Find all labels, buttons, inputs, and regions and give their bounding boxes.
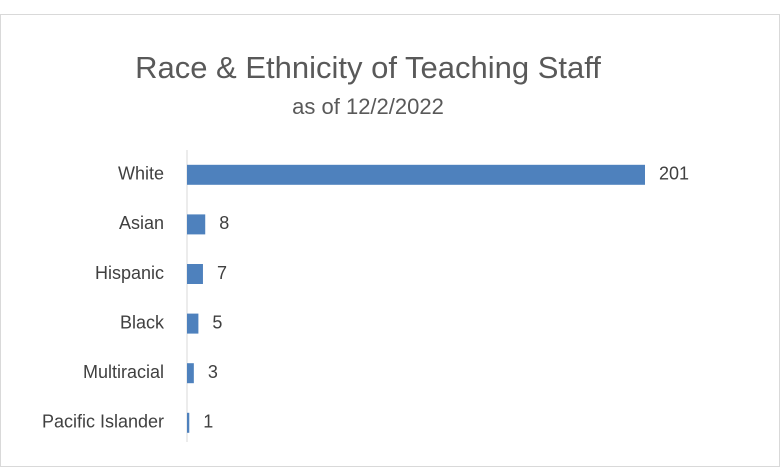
bar bbox=[187, 363, 194, 384]
data-label: 201 bbox=[659, 164, 689, 184]
bar bbox=[187, 313, 199, 334]
y-tick-label: Multiracial bbox=[83, 362, 164, 382]
data-label: 1 bbox=[203, 412, 213, 432]
data-label: 8 bbox=[219, 213, 229, 233]
y-tick-label: Pacific Islander bbox=[42, 412, 164, 432]
chart-subtitle: as of 12/2/2022 bbox=[292, 94, 444, 119]
bar bbox=[187, 164, 645, 185]
bar bbox=[187, 264, 203, 284]
bar bbox=[187, 412, 190, 433]
chart-title: Race & Ethnicity of Teaching Staff bbox=[135, 50, 601, 85]
data-label: 3 bbox=[208, 362, 218, 382]
y-tick-label: Hispanic bbox=[95, 263, 164, 283]
y-tick-label: White bbox=[118, 164, 164, 184]
bar bbox=[187, 214, 206, 235]
y-tick-label: Asian bbox=[119, 213, 164, 233]
y-tick-label: Black bbox=[120, 312, 165, 332]
data-label: 7 bbox=[217, 263, 227, 283]
data-label: 5 bbox=[212, 312, 222, 332]
